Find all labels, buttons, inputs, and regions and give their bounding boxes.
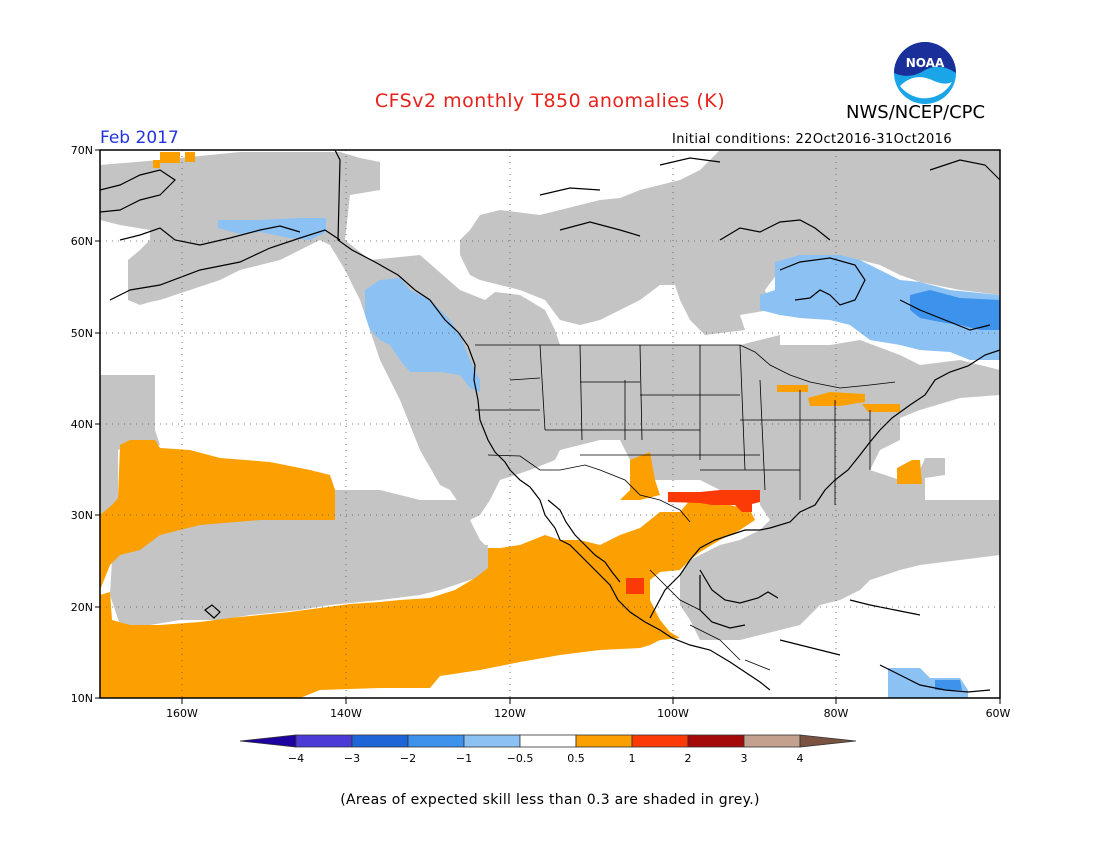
lon-label: 120W (494, 707, 526, 720)
legend-arrow-right (799, 734, 857, 748)
noaa-logo-text: NOAA (906, 56, 945, 70)
color-legend: −4 −3 −2 −1 −0.5 0.5 1 2 3 4 (239, 734, 857, 765)
initial-conditions: Initial conditions: 22Oct2016-31Oct2016 (672, 132, 952, 147)
lat-label: 70N (71, 144, 93, 157)
legend-tick-label: 3 (741, 752, 748, 765)
legend-swatch (463, 734, 521, 748)
legend-tick-label: −4 (288, 752, 304, 765)
legend-tick-label: −1 (456, 752, 472, 765)
lat-label: 50N (71, 327, 93, 340)
legend-tick-label: 4 (797, 752, 804, 765)
anomaly-minus-1 (910, 290, 1000, 690)
legend-swatch (519, 734, 577, 748)
legend-swatch (631, 734, 689, 748)
skill-footnote: (Areas of expected skill less than 0.3 a… (340, 792, 760, 808)
gridlines (100, 150, 1000, 698)
legend-swatch (687, 734, 745, 748)
latitude-labels: 70N 60N 50N 40N 30N 20N 10N (71, 144, 93, 705)
lon-label: 160W (166, 707, 198, 720)
legend-arrow-left (239, 734, 297, 748)
lat-label: 60N (71, 235, 93, 248)
anomaly-plus-0.5 (100, 152, 922, 698)
political-boundaries (475, 344, 896, 671)
legend-tick-label: 0.5 (567, 752, 585, 765)
lat-label: 10N (71, 692, 93, 705)
legend-swatch (743, 734, 801, 748)
noaa-logo: NOAA (894, 42, 956, 104)
legend-tick-label: 2 (685, 752, 692, 765)
legend-swatch (351, 734, 409, 748)
lon-label: 60W (986, 707, 1011, 720)
legend-tick-label: −0.5 (507, 752, 534, 765)
map-plot-area: 70N 60N 50N 40N 30N 20N 10N 160W 140W 12… (71, 144, 1011, 720)
legend-swatch (295, 734, 353, 748)
legend-swatch (575, 734, 633, 748)
lon-label: 140W (330, 707, 362, 720)
forecast-month: Feb 2017 (100, 128, 179, 148)
anomaly-plus-1 (626, 490, 760, 594)
legend-swatch (407, 734, 465, 748)
agency-label: NWS/NCEP/CPC (846, 102, 986, 123)
lat-label: 40N (71, 418, 93, 431)
lon-label: 80W (824, 707, 849, 720)
legend-tick-label: −2 (400, 752, 416, 765)
lat-label: 30N (71, 509, 93, 522)
tick-marks (95, 149, 1001, 704)
legend-tick-label: 1 (629, 752, 636, 765)
legend-tick-labels: −4 −3 −2 −1 −0.5 0.5 1 2 3 4 (288, 752, 804, 765)
chart-title: CFSv2 monthly T850 anomalies (K) (374, 90, 726, 112)
longitude-labels: 160W 140W 120W 100W 80W 60W (166, 707, 1010, 720)
legend-tick-label: −3 (344, 752, 360, 765)
lon-label: 100W (657, 707, 689, 720)
coastlines (99, 149, 1001, 693)
lat-label: 20N (71, 601, 93, 614)
